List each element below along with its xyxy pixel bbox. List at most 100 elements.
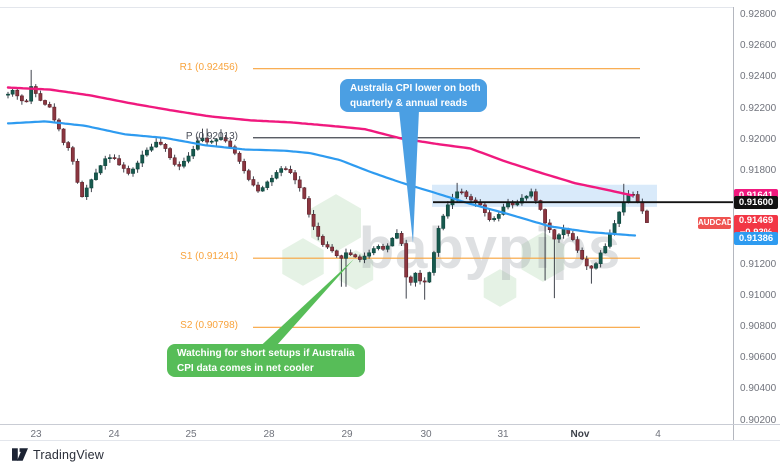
candle-body [436, 228, 441, 253]
symbol-badge: AUDCAD [698, 216, 733, 229]
candle-body [168, 148, 172, 159]
candle-body [408, 276, 413, 283]
ma-pink-line[interactable] [6, 86, 634, 197]
cpi-news-callout[interactable]: Australia CPI lower on both quarterly & … [340, 79, 487, 112]
pivot-label-R1: R1 (0.92456) [179, 61, 238, 73]
candle-body [307, 198, 311, 215]
time-tick-label-23: 23 [30, 429, 42, 440]
candle-body [344, 252, 348, 259]
candle-body [140, 154, 145, 164]
candle-body [232, 146, 237, 154]
candle-body [524, 195, 529, 199]
candle-body [422, 280, 427, 283]
candle-body [107, 157, 112, 160]
candle-body [533, 191, 538, 201]
candle-body [330, 246, 335, 252]
candle-body [52, 106, 57, 121]
candle-body [154, 141, 159, 148]
candle-body [455, 191, 460, 199]
hexagon-watermark-shape [280, 235, 326, 289]
candle-body [617, 211, 622, 224]
candle-body [242, 161, 247, 172]
candle-body [75, 161, 80, 183]
ma-blue-line[interactable] [6, 120, 637, 237]
candle-body [135, 162, 140, 170]
candle-body [311, 214, 316, 227]
candle-body [371, 248, 376, 254]
candle-body [43, 100, 47, 105]
candle-body [395, 233, 399, 239]
time-tick-label-Nov: Nov [570, 429, 590, 440]
candle-body [427, 272, 432, 283]
babypips-watermark: babypips [280, 191, 620, 310]
time-tick-label-28: 28 [263, 429, 275, 440]
time-tick-label-24: 24 [108, 429, 120, 440]
candle-body [376, 246, 381, 249]
candle-body [339, 255, 344, 259]
horizontal-line-price-chip: 0.91600 [734, 196, 778, 210]
pivot-label-S2: S2 (0.90798) [180, 320, 238, 332]
candle-body [320, 236, 325, 245]
candle-body [158, 141, 163, 145]
price-tick-label: 0.91000 [740, 289, 777, 301]
candle-body [399, 233, 404, 244]
candle-body [283, 168, 288, 170]
candle-body [357, 256, 362, 260]
candle-body [561, 228, 566, 236]
candle-body [594, 263, 598, 269]
candle-body [418, 272, 422, 282]
short-setup-callout[interactable]: Watching for short setups if Australia C… [167, 344, 365, 377]
candle-body [172, 157, 177, 165]
candle-body [487, 212, 492, 221]
candle-body [149, 146, 154, 151]
candle-body [580, 250, 585, 260]
candle-body [445, 204, 450, 217]
time-tick-label-29: 29 [341, 429, 353, 440]
candle-body [612, 223, 617, 234]
candle-body [214, 139, 219, 142]
price-tick-label: 0.91800 [740, 165, 777, 176]
candle-body [621, 201, 626, 213]
cpi-callout-line2: quarterly & annual reads [350, 98, 468, 109]
candle-body [557, 234, 561, 240]
price-tick-label: 0.90400 [740, 383, 777, 395]
candle-body [256, 184, 260, 192]
short-callout-line1: Watching for short setups if Australia [177, 348, 355, 359]
candle-body [538, 200, 543, 210]
ma-blue-price-chip: 0.91386 [734, 231, 778, 245]
candle-body [29, 86, 34, 102]
cpi-callout-line1: Australia CPI lower on both [350, 83, 481, 94]
candle-body [219, 137, 223, 140]
candle-body [529, 191, 534, 197]
candle-body [94, 172, 98, 180]
time-tick-label-30: 30 [420, 429, 432, 440]
candle-body [6, 93, 10, 96]
last-price-value: 0.91469 [738, 214, 774, 226]
tradingview-logo[interactable]: TradingView [12, 447, 104, 462]
time-tick-label-25: 25 [185, 429, 197, 440]
candle-body [510, 202, 515, 206]
candle-body [584, 258, 589, 267]
cpi-callout-tail [399, 110, 419, 243]
candle-body [131, 168, 135, 174]
price-tick-label: 0.90600 [740, 352, 777, 364]
candle-body [237, 152, 242, 162]
candle-body [228, 140, 233, 148]
short-callout-tail [253, 259, 354, 353]
candle-body [19, 95, 24, 102]
candle-body [98, 165, 103, 174]
candle-body [575, 239, 580, 251]
candle-body [24, 100, 29, 103]
candle-body [385, 245, 390, 250]
candles-group [6, 69, 649, 300]
candle-body [274, 172, 279, 179]
candle-body [293, 172, 297, 181]
candle-body [635, 194, 640, 202]
candle-body [607, 232, 612, 247]
candle-body [441, 215, 446, 229]
price-tick-label: 0.90800 [740, 321, 777, 332]
pivot-label-S1: S1 (0.91241) [180, 251, 238, 263]
candle-body [316, 226, 321, 237]
